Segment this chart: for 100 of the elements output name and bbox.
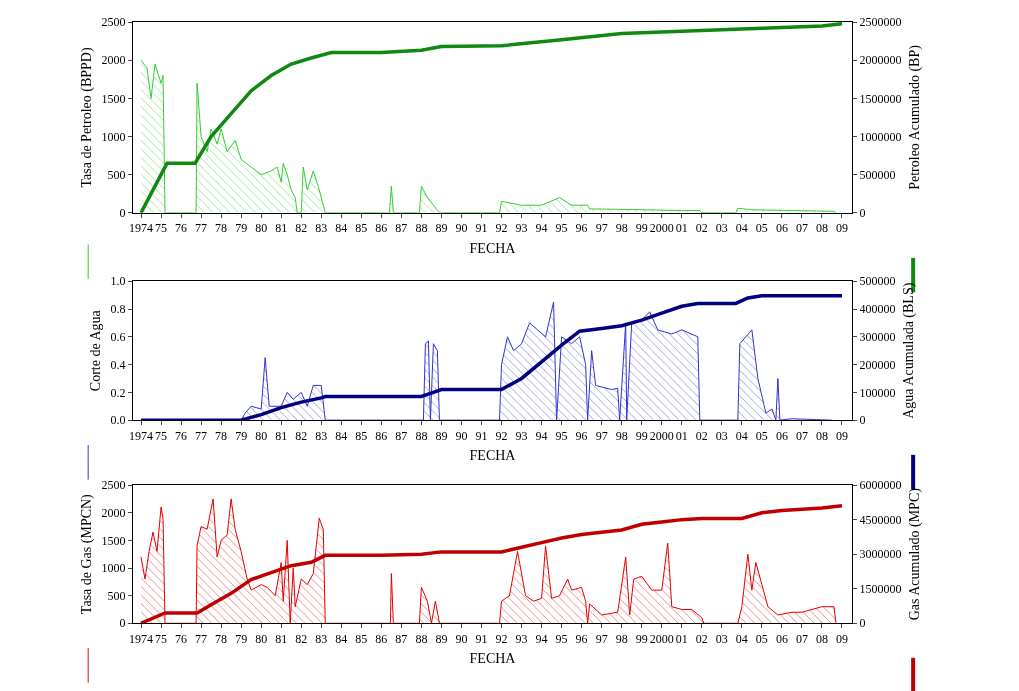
x-tick-label: 89 bbox=[435, 631, 448, 646]
x-tick-label: 95 bbox=[555, 428, 568, 443]
y-axis-title: Tasa de Petroleo (BPPD) bbox=[79, 47, 96, 188]
x-tick-label: 77 bbox=[195, 631, 208, 646]
x-tick-label: 04 bbox=[735, 631, 748, 646]
x-tick-label: 05 bbox=[755, 428, 768, 443]
x-tick-label: 98 bbox=[615, 428, 628, 443]
y-tick-label: 2000 bbox=[101, 505, 126, 520]
x-tick-label: 83 bbox=[315, 221, 328, 236]
x-tick-label: 03 bbox=[715, 631, 728, 646]
x-tick-label: 02 bbox=[695, 631, 708, 646]
x-tick-label: 07 bbox=[795, 631, 808, 646]
x-tick-label: 87 bbox=[395, 631, 408, 646]
x-tick-label: 91 bbox=[475, 221, 488, 236]
x-tick-label: 76 bbox=[175, 428, 188, 443]
y2-axis-title: Agua Acumulada (BLS) bbox=[900, 282, 917, 419]
x-tick-label: 1974 bbox=[129, 221, 154, 236]
x-tick-label: 85 bbox=[355, 221, 368, 236]
x-tick-label: 95 bbox=[555, 631, 568, 646]
x-tick-label: 76 bbox=[175, 631, 188, 646]
x-tick-label: 84 bbox=[335, 631, 348, 646]
x-tick-label: 88 bbox=[415, 428, 428, 443]
y2-axis-title: Petroleo Acumulado (BP) bbox=[906, 44, 923, 190]
y-tick-label: 2500 bbox=[101, 478, 126, 493]
x-tick-label: 92 bbox=[495, 631, 508, 646]
y2-tick-label: 1000000 bbox=[859, 129, 902, 144]
x-tick-label: 75 bbox=[155, 428, 168, 443]
y-tick-label: 1.0 bbox=[110, 274, 126, 289]
x-tick-label: 1974 bbox=[129, 428, 154, 443]
y-axis-title: Tasa de Gas (MPCN) bbox=[79, 493, 96, 615]
x-tick-label: 01 bbox=[675, 221, 688, 236]
x-tick-label: 03 bbox=[715, 428, 728, 443]
x-tick-label: 85 bbox=[355, 428, 368, 443]
x-tick-label: 02 bbox=[695, 221, 708, 236]
y-tick-label: 0.4 bbox=[110, 357, 126, 372]
x-tick-label: 06 bbox=[775, 221, 788, 236]
x-tick-label: 82 bbox=[295, 631, 308, 646]
x-tick-label: 84 bbox=[335, 428, 348, 443]
y2-tick-label: 2000000 bbox=[859, 53, 902, 68]
x-tick-label: 97 bbox=[595, 221, 608, 236]
x-tick-label: 81 bbox=[275, 221, 288, 236]
x-tick-label: 03 bbox=[715, 221, 728, 236]
x-tick-label: 09 bbox=[835, 428, 848, 443]
y-axis-title: Corte de Agua bbox=[88, 309, 104, 392]
y-tick-label: 1500 bbox=[101, 91, 126, 106]
y-tick-label: 0.6 bbox=[110, 330, 126, 344]
x-tick-label: 97 bbox=[595, 631, 608, 646]
x-tick-label: 87 bbox=[395, 221, 408, 236]
y-tick-label: 0 bbox=[119, 206, 126, 221]
y2-tick-label: 100000 bbox=[859, 385, 896, 400]
x-tick-label: 2000 bbox=[649, 221, 674, 236]
y2-tick-label: 0 bbox=[859, 413, 866, 428]
x-tick-label: 78 bbox=[215, 221, 228, 236]
x-tick-label: 82 bbox=[295, 221, 308, 236]
y2-tick-label: 200000 bbox=[859, 357, 896, 372]
x-tick-label: 07 bbox=[795, 221, 808, 236]
y2-tick-label: 3000000 bbox=[859, 547, 902, 562]
y-tick-label: 0.8 bbox=[110, 302, 126, 317]
x-tick-label: 92 bbox=[495, 221, 508, 236]
x-tick-label: 75 bbox=[155, 631, 168, 646]
y-tick-label: 1500 bbox=[101, 533, 126, 548]
x-tick-label: 93 bbox=[515, 221, 528, 236]
y2-tick-label: 1500000 bbox=[859, 91, 902, 106]
y-tick-label: 0 bbox=[119, 616, 126, 631]
x-tick-label: 87 bbox=[395, 428, 408, 443]
y-tick-label: 2500 bbox=[101, 15, 126, 30]
x-tick-label: 83 bbox=[315, 428, 328, 443]
y-tick-label: 1000 bbox=[101, 561, 126, 576]
x-tick-label: 94 bbox=[535, 221, 548, 236]
x-axis-title: FECHA bbox=[469, 650, 517, 666]
x-tick-label: 2000 bbox=[649, 428, 674, 443]
x-tick-label: 85 bbox=[355, 631, 368, 646]
x-tick-label: 77 bbox=[195, 221, 208, 236]
y2-tick-label: 2500000 bbox=[859, 15, 902, 30]
x-tick-label: 78 bbox=[215, 428, 228, 443]
x-tick-label: 79 bbox=[235, 631, 248, 646]
x-tick-label: 98 bbox=[615, 221, 628, 236]
line-series bbox=[139, 22, 844, 213]
y-tick-label: 0.2 bbox=[110, 385, 126, 400]
x-tick-label: 97 bbox=[595, 428, 608, 443]
x-tick-label: 98 bbox=[615, 631, 628, 646]
x-tick-label: 89 bbox=[435, 221, 448, 236]
x-tick-label: 08 bbox=[815, 221, 828, 236]
x-tick-label: 94 bbox=[535, 428, 548, 443]
x-tick-label: 06 bbox=[775, 631, 788, 646]
x-tick-label: 01 bbox=[675, 631, 688, 646]
x-tick-label: 96 bbox=[575, 631, 588, 646]
x-tick-label: 76 bbox=[175, 221, 188, 236]
x-tick-label: 82 bbox=[295, 428, 308, 443]
x-tick-label: 95 bbox=[555, 221, 568, 236]
y2-tick-label: 300000 bbox=[859, 330, 896, 344]
y-tick-label: 500 bbox=[107, 167, 126, 182]
x-tick-label: 06 bbox=[775, 428, 788, 443]
x-tick-label: 84 bbox=[335, 221, 348, 236]
x-tick-label: 86 bbox=[375, 631, 388, 646]
y2-tick-label: 1500000 bbox=[859, 581, 902, 596]
x-tick-label: 91 bbox=[475, 428, 488, 443]
x-tick-label: 75 bbox=[155, 221, 168, 236]
x-tick-label: 77 bbox=[195, 428, 208, 443]
y-tick-label: 2000 bbox=[101, 53, 126, 68]
